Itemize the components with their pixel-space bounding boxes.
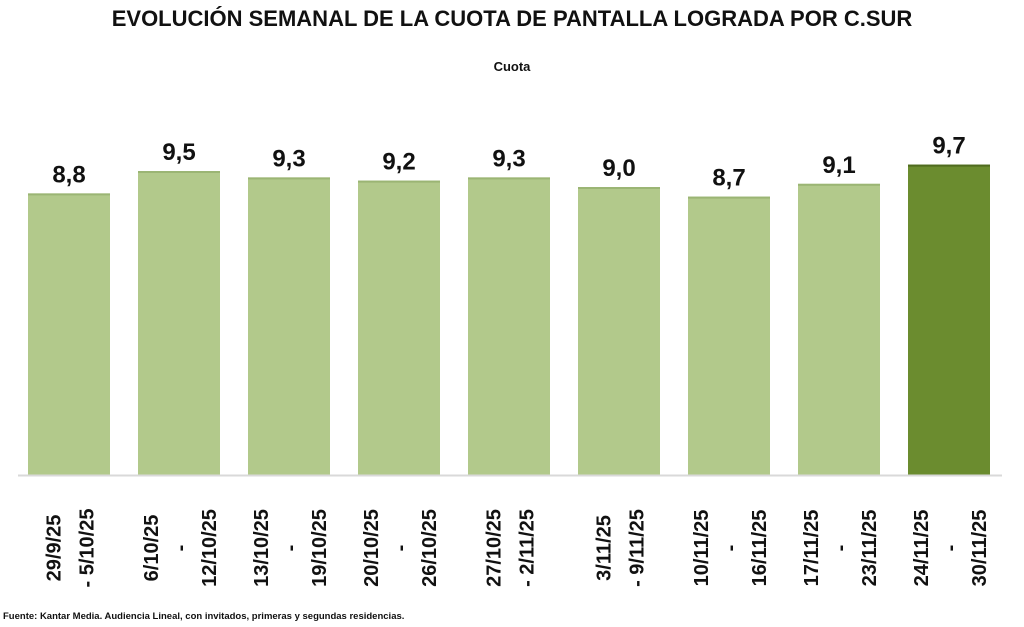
bar (468, 177, 550, 475)
data-label: 9,3 (272, 145, 305, 172)
bar (688, 196, 770, 475)
bar (28, 193, 110, 475)
chart-title: EVOLUCIÓN SEMANAL DE LA CUOTA DE PANTALL… (111, 6, 913, 31)
x-tick-label: - (390, 545, 412, 552)
x-tick-label: 17/11/25 (801, 510, 823, 587)
bar-top-edge (908, 164, 990, 167)
x-tick-label: - 2/11/25 (517, 509, 539, 587)
x-tick-label: 6/10/25 (141, 515, 163, 582)
data-label: 9,3 (492, 145, 525, 172)
bar (358, 180, 440, 475)
bar-top-edge (358, 180, 440, 183)
data-label: 9,5 (162, 139, 195, 166)
data-label: 9,1 (822, 152, 855, 179)
x-tick-label: 16/11/25 (749, 510, 771, 587)
bar (798, 183, 880, 476)
bar (248, 177, 330, 475)
x-tick-label: - (720, 545, 742, 552)
x-tick-label: - 5/10/25 (77, 509, 99, 588)
x-tick-label: 23/11/25 (859, 510, 881, 587)
data-label: 8,8 (52, 161, 85, 188)
x-tick-label: 19/10/25 (309, 509, 331, 587)
bar (908, 164, 990, 475)
chart-subtitle: Cuota (493, 59, 531, 74)
bar-top-edge (688, 196, 770, 199)
x-tick-label: - (830, 545, 852, 552)
data-label: 8,7 (712, 165, 745, 192)
x-tick-label: 13/10/25 (251, 509, 273, 587)
source-note: Fuente: Kantar Media. Audiencia Lineal, … (3, 611, 405, 622)
bar (578, 187, 660, 475)
data-label: 9,2 (382, 149, 415, 176)
x-tick-label: - (940, 545, 962, 552)
bar-top-edge (798, 183, 880, 186)
x-tick-label: 3/11/25 (594, 515, 616, 581)
x-tick-label: 24/11/25 (911, 510, 933, 587)
x-tick-label: 27/10/25 (484, 509, 506, 587)
x-tick-label: 29/9/25 (44, 515, 66, 582)
data-label: 9,7 (932, 133, 965, 160)
bar-top-edge (578, 187, 660, 189)
bar-top-edge (248, 177, 330, 180)
bar-top-edge (468, 177, 550, 180)
x-tick-label: - (280, 545, 302, 552)
x-tick-label: - (170, 545, 192, 552)
bar (138, 171, 220, 475)
x-tick-label: 10/11/25 (691, 510, 713, 587)
x-tick-label: 26/10/25 (419, 509, 441, 587)
x-tick-label: 30/11/25 (969, 510, 991, 587)
x-tick-label: 20/10/25 (361, 509, 383, 587)
data-label: 9,0 (602, 155, 635, 182)
bar-top-edge (138, 171, 220, 173)
x-tick-label: 12/10/25 (199, 509, 221, 587)
bar-top-edge (28, 193, 110, 196)
x-tick-label: - 9/11/25 (627, 509, 649, 587)
